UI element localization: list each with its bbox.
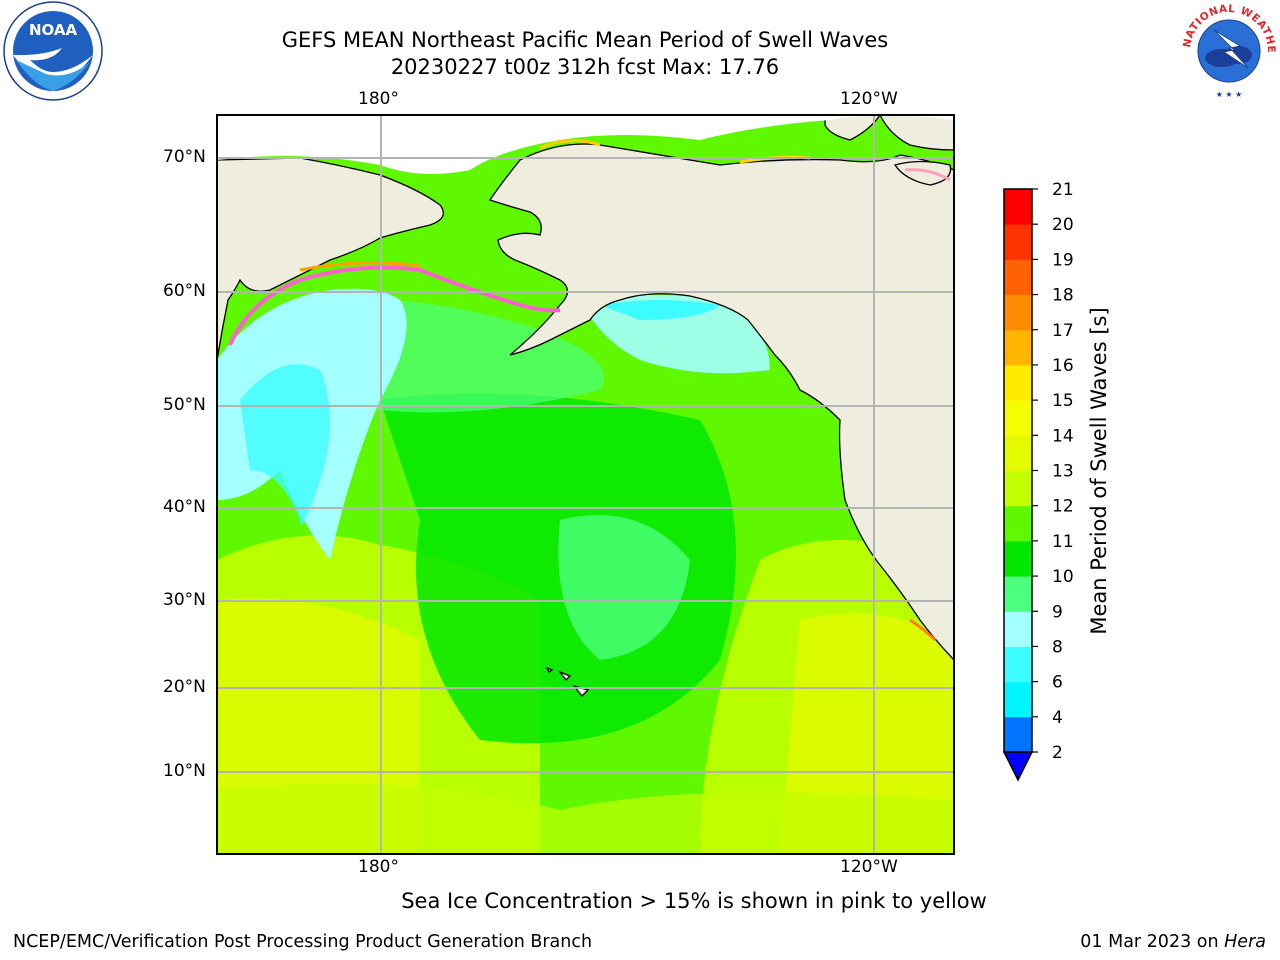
colorbar-swatch xyxy=(1004,400,1032,436)
colorbar-tick-label: 9 xyxy=(1052,602,1063,622)
colorbar-tick-label: 13 xyxy=(1052,462,1074,482)
colorbar-swatch xyxy=(1004,189,1032,225)
colorbar-swatch xyxy=(1004,364,1032,401)
colorbar-tick-label: 10 xyxy=(1052,567,1074,587)
colorbar-under-arrow xyxy=(1002,751,1034,782)
colorbar-tick-label: 4 xyxy=(1052,708,1063,728)
colorbar-tick-label: 15 xyxy=(1052,391,1074,411)
colorbar-swatch xyxy=(1004,435,1032,471)
footer-date: 01 Mar 2023 on Hera xyxy=(1080,932,1266,952)
graticule xyxy=(217,115,954,854)
colorbar-swatch xyxy=(1004,329,1032,366)
colorbar-swatch xyxy=(1004,505,1032,542)
colorbar-tick-label: 16 xyxy=(1052,356,1074,376)
footer-machine: Hera xyxy=(1224,932,1266,952)
sea-ice-edge xyxy=(228,139,951,642)
map-title: GEFS MEAN Northeast Pacific Mean Period … xyxy=(281,28,889,52)
colorbar-swatch xyxy=(1004,681,1032,718)
lat-label-10n: 10°N xyxy=(163,761,206,781)
colorbar-swatch xyxy=(1004,716,1032,753)
footer-date-text: 01 Mar 2023 on xyxy=(1080,932,1225,952)
sea-ice-note-text: Sea Ice Concentration > 15% is shown in … xyxy=(401,889,987,913)
map-plot-area xyxy=(217,115,954,854)
lat-label-50n: 50°N xyxy=(163,395,206,415)
svg-text:★ ★ ★: ★ ★ ★ xyxy=(1216,90,1243,99)
colorbar-swatch xyxy=(1004,224,1032,260)
colorbar-swatch xyxy=(1004,294,1032,331)
colorbar-tick-label: 18 xyxy=(1052,286,1074,306)
colorbar-tick-label: 17 xyxy=(1052,321,1074,341)
colorbar-swatch xyxy=(1004,611,1032,647)
bottom-lon-label-120w: 120°W xyxy=(840,857,898,877)
colorbar: 2 4 6 8 9 10 11 12 13 14 15 16 17 18 19 20 21 Mean Period… xyxy=(1002,180,1111,782)
lat-label-30n: 30°N xyxy=(163,590,206,610)
colorbar-tick-label: 19 xyxy=(1052,250,1074,270)
noaa-logo: NOAA xyxy=(3,1,103,101)
lat-label-20n: 20°N xyxy=(163,677,206,697)
sea-ice-note: Sea Ice Concentration > 15% is shown in … xyxy=(0,889,1280,913)
colorbar-tick-label: 14 xyxy=(1052,426,1074,446)
colorbar-tick-label: 20 xyxy=(1052,215,1074,235)
lat-label-70n: 70°N xyxy=(163,147,206,167)
top-lon-label-120w: 120°W xyxy=(840,89,898,109)
plot-frame xyxy=(216,114,955,855)
footer-branch: NCEP/EMC/Verification Post Processing Pr… xyxy=(13,932,593,952)
map-subtitle: 20230227 t00z 312h fcst Max: 17.76 xyxy=(390,55,780,79)
bottom-lon-label-180: 180° xyxy=(358,857,399,877)
svg-text:NOAA: NOAA xyxy=(29,21,78,39)
lat-label-60n: 60°N xyxy=(163,281,206,301)
colorbar-label: Mean Period of Swell Waves [s] xyxy=(1087,307,1111,634)
colorbar-tick-label: 11 xyxy=(1052,532,1074,552)
colorbar-swatch xyxy=(1004,646,1032,683)
colorbar-swatch xyxy=(1004,259,1032,296)
lat-label-40n: 40°N xyxy=(163,497,206,517)
colorbar-swatch xyxy=(1004,576,1032,612)
top-lon-label-180: 180° xyxy=(358,89,399,109)
nws-logo: NATIONAL WEATHER SERVICE ★ ★ ★ xyxy=(1178,0,1278,100)
colorbar-tick-label: 8 xyxy=(1052,637,1063,657)
colorbar-swatch xyxy=(1004,470,1032,507)
colorbar-tick-label: 2 xyxy=(1052,743,1063,763)
colorbar-tick-label: 6 xyxy=(1052,673,1063,693)
colorbar-tick-label: 21 xyxy=(1052,180,1074,200)
colorbar-swatch xyxy=(1004,540,1032,577)
colorbar-tick-label: 12 xyxy=(1052,497,1074,517)
